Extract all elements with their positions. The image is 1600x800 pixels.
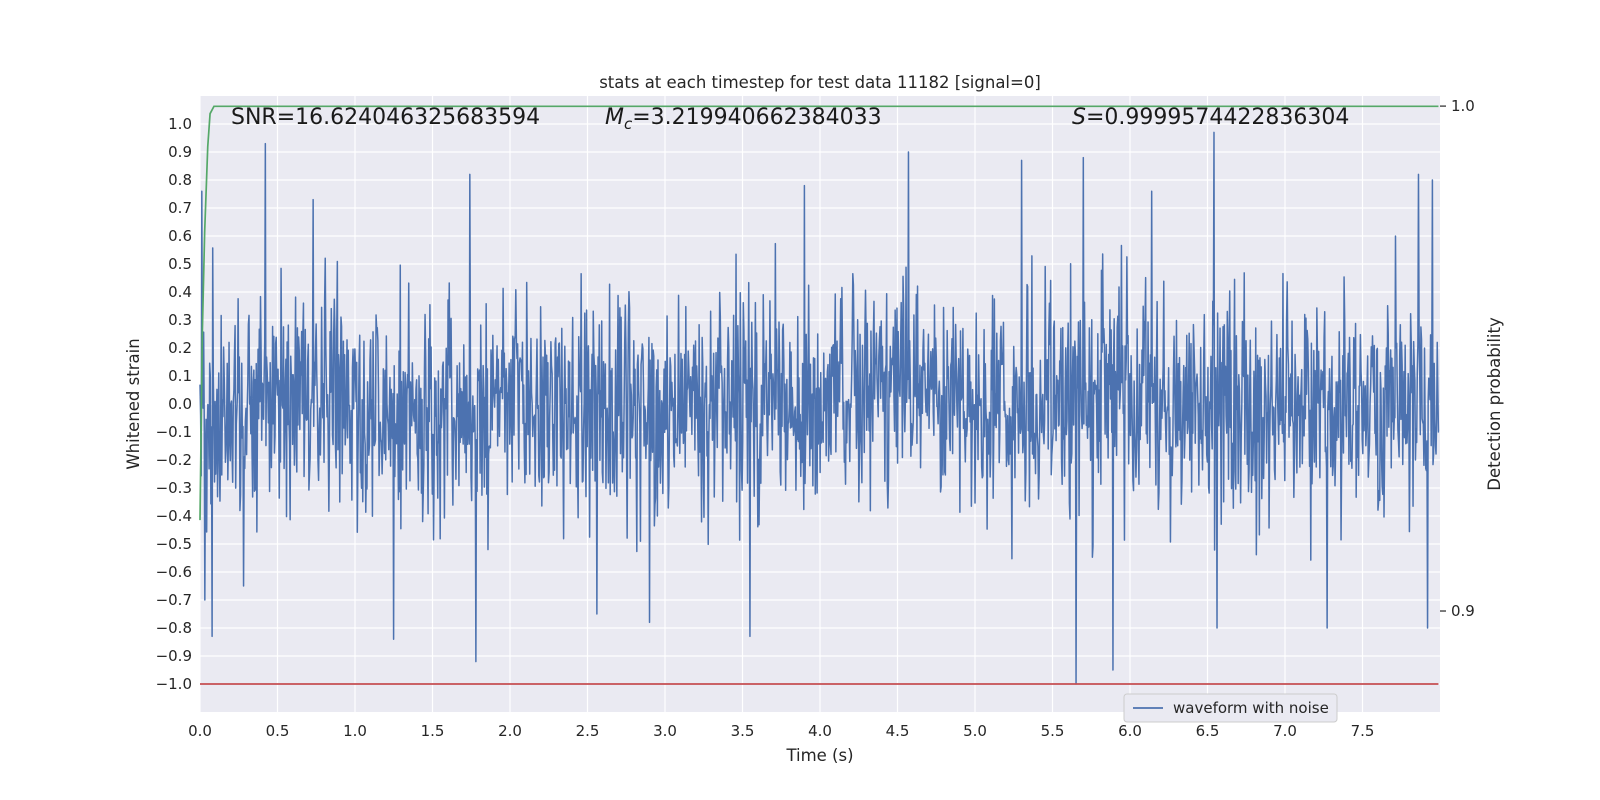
- y-tick-label: 0.8: [168, 171, 192, 189]
- score-symbol: S: [1072, 105, 1086, 130]
- y2-tick-label: 0.9: [1451, 602, 1475, 620]
- detection-probability-line: [199, 105, 1439, 521]
- y-tick-label: 0.3: [168, 311, 192, 329]
- y-tick-label: −0.5: [156, 535, 192, 553]
- y-axis-label: Whitened strain: [124, 338, 143, 469]
- chirp-mass-annotation: Mc=3.219940662384033: [605, 105, 882, 133]
- y-tick-label: −0.8: [156, 619, 192, 637]
- y2-tick-label: 1.0: [1451, 97, 1475, 115]
- y-tick-label: 0.9: [168, 143, 192, 161]
- waveform-series-line: [199, 131, 1440, 685]
- x-axis-label: Time (s): [785, 746, 853, 765]
- y-tick-label: 0.4: [168, 283, 192, 301]
- legend: waveform with noise: [1123, 693, 1338, 723]
- y-tick-label: 0.6: [168, 227, 192, 245]
- y-tick-label: −0.3: [156, 479, 192, 497]
- x-tick-label: 4.0: [808, 722, 832, 740]
- y-tick-label: −0.9: [156, 647, 192, 665]
- x-tick-label: 7.0: [1273, 722, 1297, 740]
- x-tick-label: 2.5: [576, 722, 600, 740]
- chirp-mass-subscript: c: [624, 115, 633, 133]
- y-tick-label: −0.6: [156, 563, 192, 581]
- y-tick-label: 0.2: [168, 339, 192, 357]
- legend-box: [1123, 693, 1338, 723]
- x-tick-label: 6.5: [1196, 722, 1220, 740]
- x-tick-label: 4.5: [886, 722, 910, 740]
- y-tick-label: 1.0: [168, 115, 192, 133]
- snr-annotation: SNR=16.624046325683594: [231, 105, 540, 130]
- x-tick-label: 2.0: [498, 722, 522, 740]
- score-value: =0.9999574422836304: [1086, 105, 1349, 130]
- x-tick-label: 3.0: [653, 722, 677, 740]
- y-tick-label: 0.1: [168, 367, 192, 385]
- score-annotation: S=0.9999574422836304: [1072, 105, 1349, 130]
- legend-label: waveform with noise: [1173, 699, 1329, 717]
- x-tick-label: 1.5: [421, 722, 445, 740]
- y-tick-label: −0.2: [156, 451, 192, 469]
- x-tick-label: 0.5: [266, 722, 290, 740]
- y2-tick-labels: 1.0 0.9: [1440, 97, 1475, 620]
- y-tick-labels: 1.0 0.9 0.8 0.7 0.6 0.5 0.4 0.3 0.2 0.1 0.0 −0.1 −0.…: [156, 115, 192, 693]
- x-tick-label: 1.0: [343, 722, 367, 740]
- chirp-mass-symbol: M: [605, 105, 624, 130]
- x-tick-labels: 0.0 0.5 1.0 1.5 2.0 2.5 3.0 3.5 4.0 4.5 5.0 5.5 6.0 6…: [188, 722, 1374, 740]
- y-tick-label: −0.4: [156, 507, 192, 525]
- x-tick-label: 6.0: [1118, 722, 1142, 740]
- x-tick-label: 5.5: [1041, 722, 1065, 740]
- chirp-mass-value: =3.219940662384033: [632, 105, 881, 130]
- x-tick-label: 5.0: [963, 722, 987, 740]
- y-tick-label: −0.7: [156, 591, 192, 609]
- y-tick-label: −0.1: [156, 423, 192, 441]
- y-tick-label: 0.0: [168, 395, 192, 413]
- y-tick-label: 0.7: [168, 199, 192, 217]
- x-tick-label: 0.0: [188, 722, 212, 740]
- x-tick-label: 3.5: [731, 722, 755, 740]
- y-tick-label: 0.5: [168, 255, 192, 273]
- x-tick-label: 7.5: [1351, 722, 1375, 740]
- chart-title: stats at each timestep for test data 111…: [599, 73, 1041, 92]
- y2-axis-label: Detection probability: [1485, 317, 1504, 491]
- y-tick-label: −1.0: [156, 675, 192, 693]
